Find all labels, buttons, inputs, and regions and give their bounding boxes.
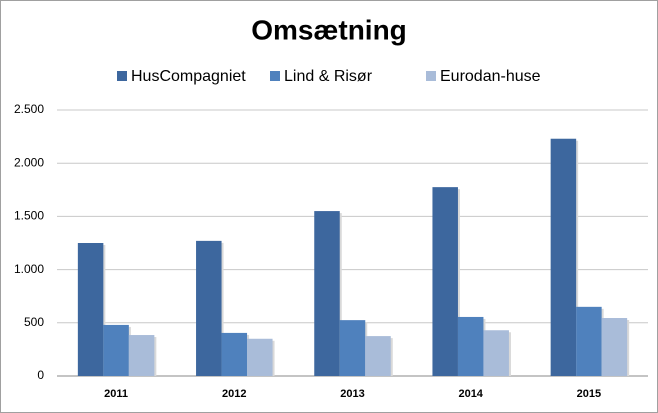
y-tick-label: 500 [24,315,44,329]
x-tick-label: 2015 [577,388,601,400]
bar [314,211,340,376]
y-tick-label: 1.000 [14,262,44,276]
bar [196,240,222,376]
bar [103,324,129,376]
y-tick-label: 2.500 [14,102,44,116]
legend-label: HusCompagniet [131,68,246,85]
bar [483,330,509,376]
legend-swatch [117,71,127,81]
x-tick-label: 2011 [104,388,128,400]
y-tick-label: 2.000 [14,155,44,169]
x-tick-label: 2014 [458,388,483,400]
bar [247,338,273,376]
bar [221,332,248,376]
bar [457,316,484,376]
bar [365,336,391,376]
bar [128,335,155,376]
bar [432,187,458,376]
chart-title: Omsætning [251,14,407,45]
legend-swatch [270,71,280,81]
bar [601,318,628,376]
legend-label: Eurodan-huse [440,68,541,85]
bar [576,306,602,376]
bar [77,243,104,376]
y-tick-label: 0 [37,368,44,382]
legend-label: Lind & Risør [284,68,373,85]
x-tick-label: 2012 [222,388,246,400]
y-tick-label: 1.500 [14,209,44,223]
bar [550,138,577,376]
bar [339,320,366,376]
x-tick-label: 2013 [340,388,364,400]
legend-swatch [426,71,436,81]
